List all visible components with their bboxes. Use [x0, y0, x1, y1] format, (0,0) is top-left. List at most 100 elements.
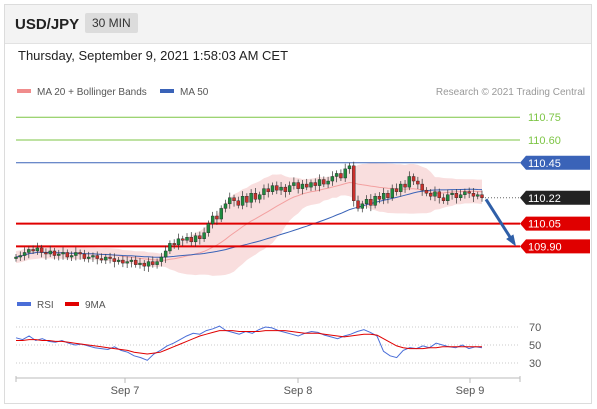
level-label: 110.22: [528, 193, 561, 205]
chart-widget: USD/JPY 30 MIN Thursday, September 9, 20…: [4, 4, 592, 404]
candle-body: [116, 259, 121, 262]
candle-body: [138, 262, 142, 265]
candle-body: [52, 250, 57, 256]
candle-body: [330, 176, 335, 182]
candle-body: [309, 182, 313, 188]
candle-body: [390, 188, 394, 198]
candle-body: [407, 176, 412, 188]
candle-body: [142, 262, 146, 267]
candle-body: [78, 252, 82, 255]
ma20-legend-label: MA 20 + Bollinger Bands: [37, 87, 147, 98]
candle-body: [134, 259, 138, 265]
candle-body: [458, 194, 463, 198]
candle-body: [322, 179, 326, 185]
candle-body: [437, 191, 441, 198]
candle-body: [292, 182, 296, 186]
candle-body: [48, 250, 52, 255]
candle-body: [424, 189, 429, 194]
candle-body: [236, 200, 241, 206]
candle-body: [394, 188, 399, 192]
level-label: 110.60: [528, 135, 561, 147]
candle-body: [347, 165, 352, 170]
rsi-tick-label: 50: [529, 340, 541, 352]
level-tag-support: [520, 239, 590, 254]
candle-body: [403, 183, 407, 188]
candle-body: [377, 196, 382, 200]
candle-body: [108, 256, 112, 259]
candle-body: [18, 255, 22, 258]
candle-body: [249, 192, 253, 203]
level-tag-support: [520, 216, 590, 231]
candle-body: [198, 235, 202, 239]
candle-body: [39, 247, 44, 253]
candle-body: [471, 192, 476, 197]
rsi-tick-label: 70: [529, 322, 541, 334]
candle-body: [206, 223, 211, 233]
candle-body: [228, 197, 232, 205]
rsi-line: [15, 325, 483, 361]
candle-body: [159, 256, 164, 262]
candle-body: [176, 238, 181, 246]
candle-body: [22, 252, 27, 256]
symbol-label: USD/JPY: [15, 16, 80, 33]
candle-body: [476, 194, 480, 197]
level-label: 109.90: [528, 241, 562, 253]
candle-body: [364, 199, 369, 205]
candle-body: [463, 191, 467, 195]
rsi-tick-label: 30: [529, 358, 541, 370]
candle-body: [219, 208, 223, 220]
rsi-legend-swatch: [17, 302, 31, 306]
candle-body: [99, 258, 104, 261]
candle-body: [356, 200, 360, 209]
candle-body: [151, 261, 155, 265]
candle-body: [399, 183, 403, 192]
candle-body: [454, 192, 459, 198]
candle-body: [189, 237, 193, 243]
timeframe-badge[interactable]: 30 MIN: [85, 13, 138, 33]
candle-body: [416, 180, 420, 185]
candle-body: [86, 256, 91, 259]
candle-body: [480, 194, 484, 198]
candle-body: [91, 255, 95, 258]
candle-body: [270, 185, 275, 192]
forecast-arrow-head: [506, 234, 516, 247]
candle-body: [31, 249, 35, 252]
candle-body: [181, 238, 185, 241]
candle-body: [317, 179, 322, 186]
candle-body: [82, 253, 87, 259]
ma50-legend-label: MA 50: [180, 87, 209, 98]
candle-body: [35, 247, 40, 252]
ma9-line: [16, 330, 482, 355]
credit-label: Research © 2021 Trading Central: [436, 87, 585, 98]
level-label: 110.45: [528, 158, 561, 170]
candle-body: [253, 192, 258, 200]
candle-body: [61, 252, 65, 255]
candle-body: [446, 194, 450, 202]
candle-body: [300, 183, 305, 189]
candle-body: [283, 186, 288, 192]
candle-body: [386, 192, 390, 198]
candle-body: [172, 243, 176, 246]
bollinger-band: [16, 162, 482, 276]
candle-body: [215, 215, 219, 220]
candle-body: [155, 261, 159, 265]
candle-body: [467, 191, 471, 194]
candle-body: [193, 235, 198, 243]
candle-body: [257, 194, 262, 200]
candle-body: [360, 203, 364, 209]
candle-body: [245, 196, 249, 203]
candle-body: [279, 186, 283, 191]
candle-body: [450, 192, 454, 195]
candle-body: [163, 250, 168, 258]
ma50-line: [15, 188, 483, 258]
candle-body: [381, 192, 386, 200]
candle-body: [210, 215, 215, 224]
candle-body: [296, 182, 300, 189]
chart-header: USD/JPY 30 MIN: [5, 5, 591, 44]
candle-body: [334, 173, 339, 177]
candle-body: [339, 173, 343, 179]
x-tick-label: Sep 7: [111, 385, 140, 397]
candle-body: [266, 188, 270, 192]
x-tick-label: Sep 9: [456, 385, 485, 397]
